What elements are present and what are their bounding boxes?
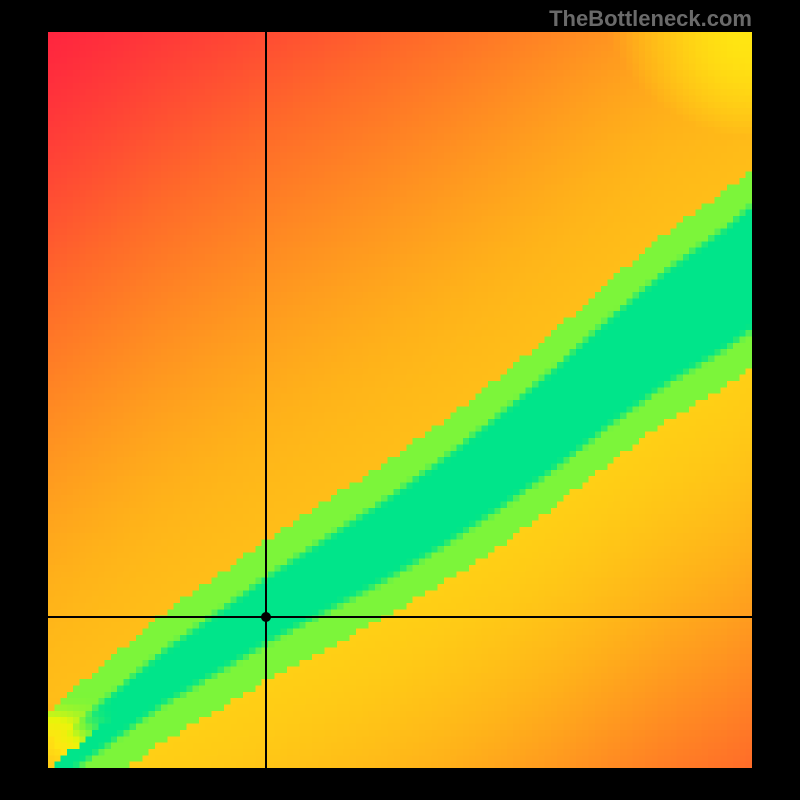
- crosshair-horizontal: [48, 616, 752, 618]
- crosshair-vertical: [265, 32, 267, 768]
- bottleneck-heatmap: [48, 32, 752, 768]
- watermark-label: TheBottleneck.com: [549, 6, 752, 32]
